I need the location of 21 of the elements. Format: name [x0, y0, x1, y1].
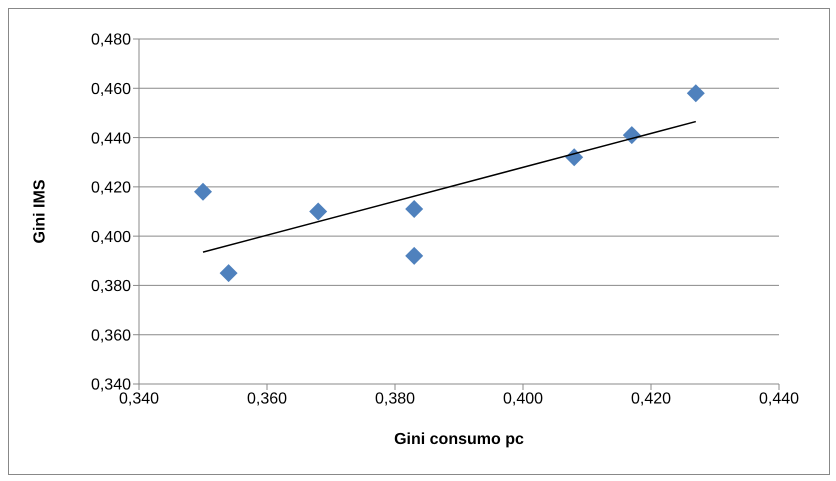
y-tick-label: 0,400 [90, 228, 132, 246]
y-tick-label: 0,440 [90, 130, 132, 148]
point [405, 246, 424, 265]
x-tick-label: 0,440 [758, 390, 800, 408]
point [405, 200, 424, 218]
y-tick-label: 0,420 [90, 180, 132, 197]
y-tick-label: 0,380 [90, 278, 132, 296]
y-axis-title: Gini IMS [32, 179, 49, 244]
point [686, 84, 705, 102]
x-tick-label: 0,340 [118, 390, 160, 408]
x-tick-label: 0,360 [246, 390, 288, 408]
point [194, 182, 212, 201]
y-tick-label: 0,360 [90, 327, 132, 344]
y-tick-label: 0,460 [90, 80, 132, 98]
x-tick-label: 0,400 [502, 390, 544, 408]
x-tick-label: 0,380 [374, 390, 416, 408]
x-tick-label: 0,420 [630, 390, 672, 408]
point [220, 264, 238, 282]
point [309, 202, 328, 220]
y-tick-label: 0,480 [90, 32, 132, 49]
x-axis-title: Gini consumo pc [394, 431, 524, 448]
